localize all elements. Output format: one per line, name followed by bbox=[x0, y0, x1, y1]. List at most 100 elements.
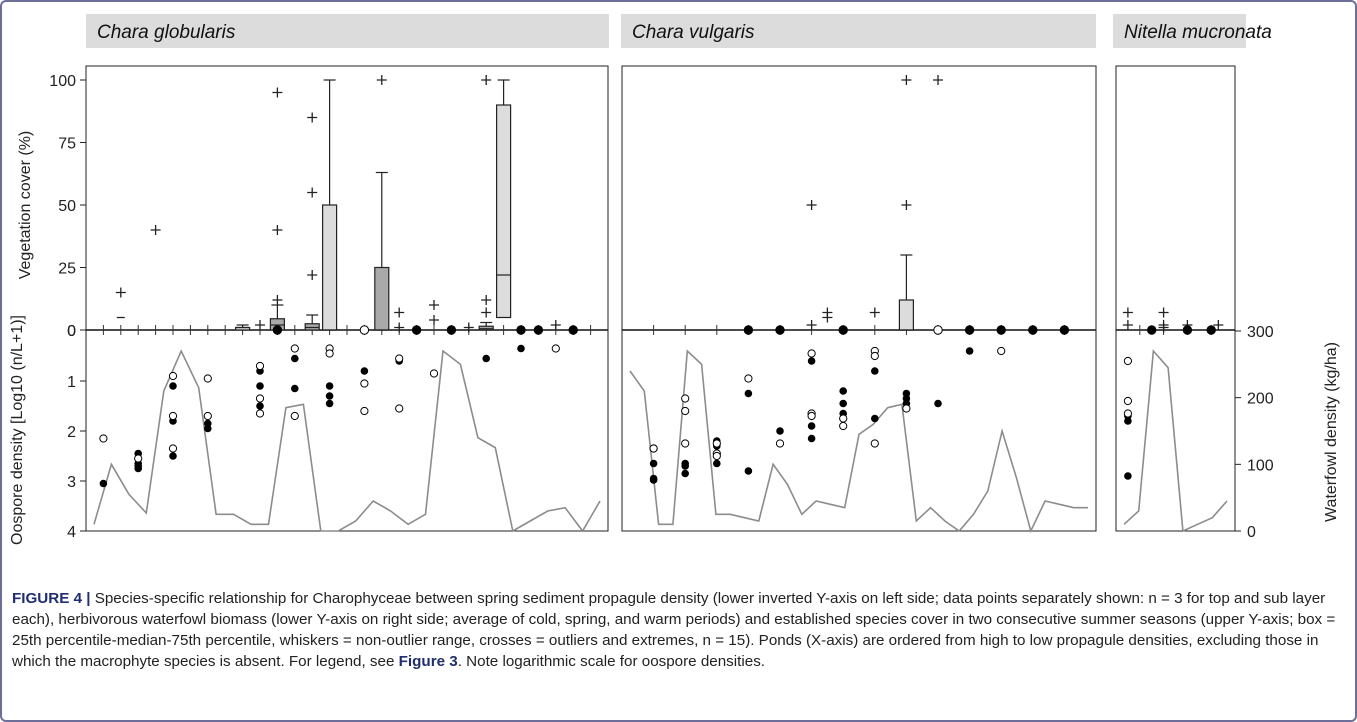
oospore-point-top bbox=[1124, 472, 1132, 480]
oospore-point-sub bbox=[203, 374, 212, 383]
oospore-point-sub bbox=[839, 414, 848, 423]
y-tick-label-bottom: 4 bbox=[67, 524, 76, 541]
oospore-point-top bbox=[871, 367, 879, 375]
zero-dot bbox=[838, 325, 848, 335]
zero-dot bbox=[996, 325, 1006, 335]
oospore-point-sub bbox=[1123, 356, 1133, 366]
oospore-point-top bbox=[965, 347, 974, 355]
oospore-point-sub bbox=[775, 439, 785, 448]
zero-dot bbox=[964, 325, 975, 335]
oospore-point-top bbox=[934, 399, 942, 408]
oospore-point-top bbox=[99, 479, 108, 488]
plot-frame bbox=[85, 65, 609, 532]
oospore-point-sub bbox=[395, 404, 404, 413]
y-tick-label-right: 100 bbox=[1247, 457, 1274, 474]
box bbox=[322, 204, 338, 331]
oospore-point-sub bbox=[681, 406, 690, 416]
oospore-point-sub bbox=[1123, 409, 1133, 418]
oospore-point-top bbox=[482, 354, 491, 363]
oospore-point-sub bbox=[99, 434, 108, 443]
y-axis-label-right: Waterfowl density (kg/ha) bbox=[1323, 342, 1340, 522]
outlier-cross bbox=[1158, 307, 1169, 318]
oospore-point-sub bbox=[807, 349, 816, 358]
outlier-cross bbox=[255, 320, 265, 330]
oospore-point-top bbox=[807, 357, 816, 365]
panel-title: Chara globularis bbox=[97, 22, 236, 43]
caption-figure-ref[interactable]: Figure 3 bbox=[398, 653, 458, 670]
oospore-point-top bbox=[871, 414, 879, 423]
outlier-cross bbox=[1122, 307, 1133, 318]
outlier-cross bbox=[806, 200, 817, 210]
oospore-point-top bbox=[1124, 417, 1132, 425]
outlier-cross bbox=[901, 200, 912, 210]
box bbox=[374, 266, 390, 331]
oospore-point-sub bbox=[870, 439, 879, 448]
oospore-point-top bbox=[681, 469, 689, 478]
zero-dot bbox=[933, 325, 943, 335]
oospore-point-sub bbox=[870, 351, 879, 361]
oospore-point-sub bbox=[168, 371, 178, 381]
oospore-point-top bbox=[517, 344, 525, 353]
outlier-cross bbox=[376, 75, 387, 85]
outlier-cross bbox=[1122, 320, 1133, 330]
caption-tail: . Note logarithmic scale for oospore den… bbox=[457, 653, 766, 670]
outlier-cross bbox=[429, 315, 439, 325]
oospore-point-top bbox=[291, 354, 299, 363]
oospore-point-top bbox=[325, 382, 334, 390]
oospore-point-sub bbox=[807, 411, 816, 421]
outlier-cross bbox=[822, 312, 833, 323]
oospore-point-sub bbox=[290, 344, 299, 353]
oospore-point-top bbox=[776, 427, 784, 435]
outlier-cross bbox=[394, 307, 405, 318]
zero-dot bbox=[533, 325, 544, 335]
oospore-point-sub bbox=[429, 369, 439, 378]
outlier-cross bbox=[115, 287, 126, 298]
oospore-point-sub bbox=[255, 361, 265, 371]
oospore-point-sub bbox=[290, 411, 299, 421]
zero-dot bbox=[1028, 325, 1038, 335]
y-tick-label-bottom: 3 bbox=[67, 474, 76, 491]
outlier-cross bbox=[272, 87, 283, 98]
oospore-point-sub bbox=[551, 344, 560, 353]
panel-title: Nitella mucronata bbox=[1124, 22, 1272, 43]
oospore-point-sub bbox=[395, 354, 404, 363]
oospore-point-sub bbox=[744, 374, 753, 383]
box bbox=[496, 104, 512, 319]
oospore-point-sub bbox=[255, 394, 265, 403]
oospore-point-top bbox=[325, 399, 334, 408]
y-tick-label-right: 200 bbox=[1247, 391, 1274, 408]
outlier-cross bbox=[307, 112, 318, 123]
outlier-cross bbox=[1213, 320, 1224, 330]
waterfowl-line bbox=[93, 349, 601, 533]
oospore-point-sub bbox=[997, 346, 1006, 356]
figure-caption: FIGURE 4 | Species-specific relationship… bbox=[12, 588, 1337, 672]
figure-label: FIGURE 4 | bbox=[12, 590, 91, 607]
oospore-point-sub bbox=[168, 444, 178, 453]
zero-dot bbox=[1182, 325, 1193, 335]
outlier-cross bbox=[150, 225, 161, 235]
outlier-cross bbox=[901, 75, 912, 85]
zero-dot bbox=[516, 325, 526, 335]
zero-dot bbox=[1147, 325, 1157, 335]
oospore-point-sub bbox=[712, 439, 721, 448]
outlier-cross bbox=[272, 295, 283, 305]
oospore-point-top bbox=[169, 382, 177, 390]
panel-chara-globularis: Chara globularis bbox=[85, 14, 609, 533]
oospore-point-top bbox=[649, 476, 658, 484]
oospore-point-top bbox=[169, 452, 177, 460]
caption-text: Species-specific relationship for Charop… bbox=[12, 590, 1336, 670]
oospore-point-sub bbox=[325, 349, 334, 358]
y-tick-label-top: 100 bbox=[49, 73, 76, 90]
oospore-point-sub bbox=[839, 421, 848, 431]
zero-dot bbox=[411, 325, 422, 335]
oospore-point-top bbox=[807, 434, 816, 443]
oospore-point-sub bbox=[203, 411, 212, 421]
zero-dot bbox=[1059, 325, 1070, 335]
oospore-point-top bbox=[839, 399, 847, 408]
oospore-point-top bbox=[681, 462, 689, 470]
oospore-point-top bbox=[256, 402, 264, 410]
panel-header-bg bbox=[86, 14, 609, 48]
oospore-point-top bbox=[744, 467, 753, 475]
